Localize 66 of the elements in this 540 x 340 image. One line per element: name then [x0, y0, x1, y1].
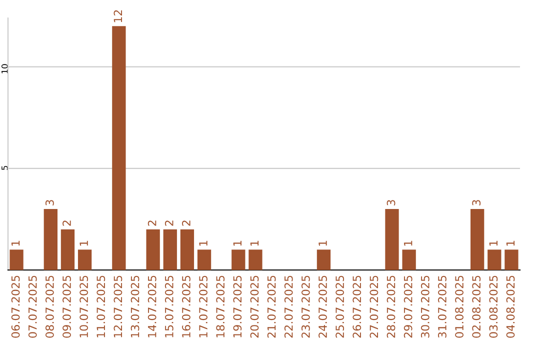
x-tick-label: 04.08.2025: [506, 276, 515, 338]
bar: [44, 209, 58, 270]
bar: [385, 209, 399, 270]
x-tick-label: 23.07.2025: [301, 276, 310, 338]
data-label: 2: [148, 220, 156, 226]
x-tick-label: 25.07.2025: [336, 276, 344, 338]
data-label: 1: [80, 240, 88, 246]
bar: [180, 229, 194, 270]
bar: [60, 229, 75, 270]
data-label: 3: [386, 200, 396, 206]
x-tick-label: 03.08.2025: [489, 276, 498, 338]
x-tick-label: 10.07.2025: [80, 276, 88, 338]
data-label: 1: [199, 240, 208, 246]
x-tick-label: 22.07.2025: [284, 276, 293, 338]
x-tick-label: 30.07.2025: [420, 276, 430, 338]
data-label: 1: [489, 240, 498, 246]
x-tick-label: 21.07.2025: [267, 276, 276, 338]
data-label: 1: [233, 240, 242, 246]
bar: [232, 250, 246, 270]
data-label: 2: [182, 220, 190, 226]
x-tick-label: 13.07.2025: [130, 276, 140, 338]
x-tick-label: 19.07.2025: [233, 276, 242, 338]
x-tick-label: 28.07.2025: [386, 276, 396, 338]
x-tick-label: 31.07.2025: [438, 276, 446, 338]
x-tick-label: 08.07.2025: [45, 276, 54, 338]
bar: [112, 26, 126, 270]
data-label: 1: [318, 240, 327, 246]
bar: [488, 250, 502, 270]
x-tick-label: 12.07.2025: [114, 276, 122, 338]
bar: [402, 250, 416, 270]
x-tick-label: 29.07.2025: [404, 276, 412, 338]
data-label: 12: [114, 10, 122, 22]
x-tick-label: 18.07.2025: [216, 276, 225, 338]
x-tick-label: 06.07.2025: [11, 276, 20, 338]
x-tick-label: 01.08.2025: [455, 276, 464, 338]
bar: [470, 209, 484, 270]
bar: [146, 229, 160, 270]
x-tick-label: 15.07.2025: [164, 276, 174, 338]
bar: [78, 250, 92, 270]
x-tick-label: 11.07.2025: [96, 276, 106, 338]
data-label: 1: [12, 240, 20, 246]
x-tick-label: 24.07.2025: [318, 276, 327, 338]
data-label: 3: [472, 200, 481, 206]
x-tick-label: 07.07.2025: [28, 276, 37, 338]
x-tick-label: 09.07.2025: [62, 276, 71, 338]
x-tick-label: 26.07.2025: [352, 276, 362, 338]
data-label: 1: [404, 240, 412, 246]
y-tick-label: 10: [1, 64, 8, 74]
data-label: 1: [250, 240, 259, 246]
bar: [197, 250, 212, 270]
data-label: 3: [45, 200, 54, 206]
bar: [10, 250, 24, 270]
y-tick-label: 5: [2, 166, 8, 170]
x-tick-label: 14.07.2025: [148, 276, 156, 338]
x-tick-label: 17.07.2025: [199, 276, 208, 338]
data-label: 2: [164, 220, 174, 226]
x-tick-label: 20.07.2025: [250, 276, 259, 338]
x-tick-label: 02.08.2025: [472, 276, 481, 338]
x-tick-label: 27.07.2025: [370, 276, 378, 338]
bar: [316, 250, 331, 270]
bar: [504, 250, 518, 270]
data-label: 2: [62, 220, 71, 226]
data-label: 1: [506, 240, 515, 246]
bar: [163, 229, 177, 270]
x-tick-label: 16.07.2025: [182, 276, 190, 338]
bar: [248, 250, 262, 270]
